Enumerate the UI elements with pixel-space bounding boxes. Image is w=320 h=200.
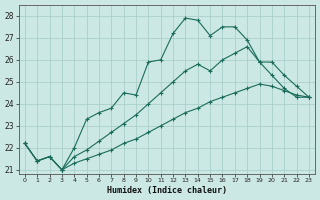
X-axis label: Humidex (Indice chaleur): Humidex (Indice chaleur)	[107, 186, 227, 195]
